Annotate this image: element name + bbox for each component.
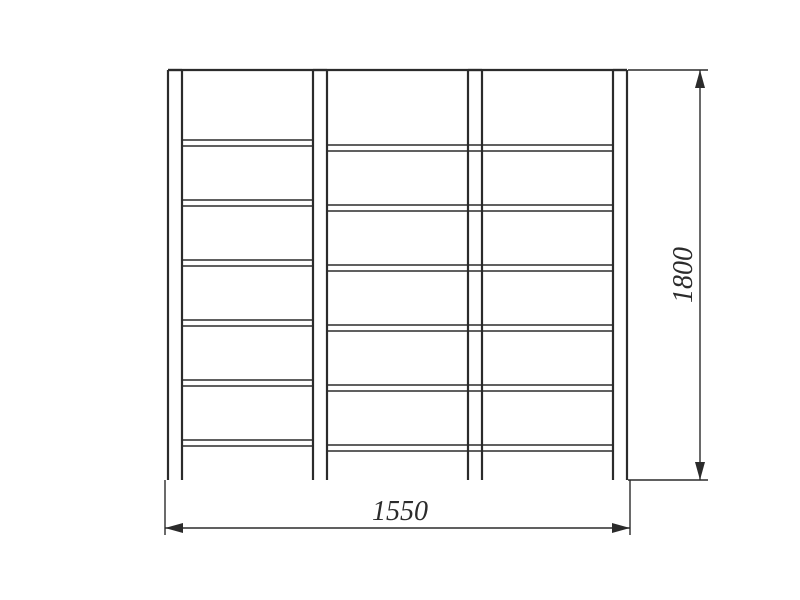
dim-label-width: 1550 bbox=[372, 496, 428, 527]
arrowhead bbox=[695, 462, 705, 480]
dim-label-height: 1800 bbox=[668, 247, 699, 303]
arrowhead bbox=[612, 523, 630, 533]
arrowhead bbox=[165, 523, 183, 533]
technical-drawing: 1550 1800 bbox=[0, 0, 800, 600]
arrowhead bbox=[695, 70, 705, 88]
